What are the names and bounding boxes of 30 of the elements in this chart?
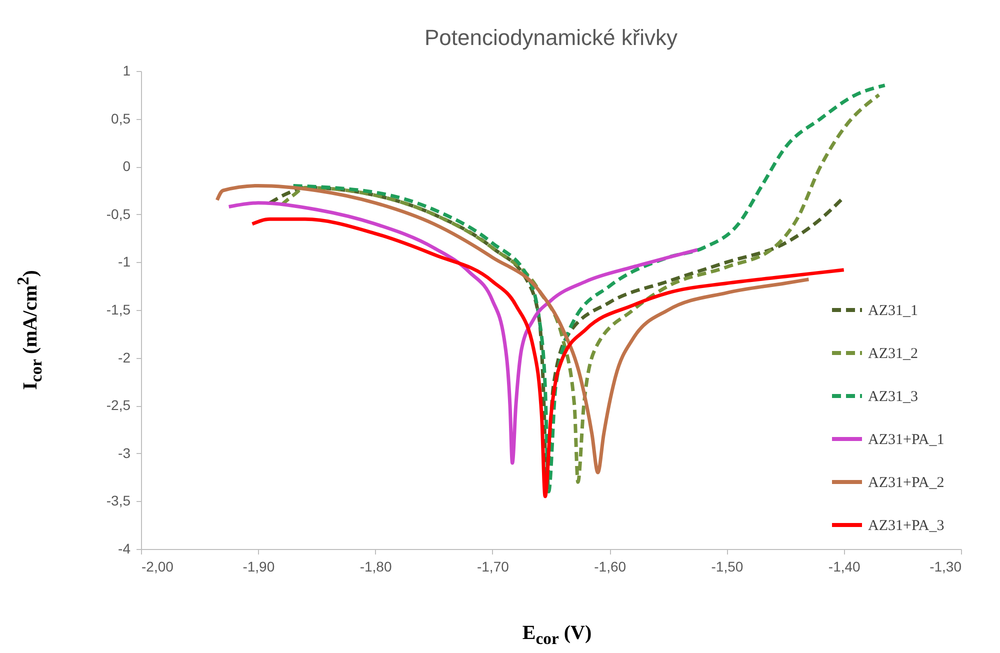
y-tick-label: 1 (122, 62, 131, 78)
legend-label: AZ31_3 (868, 389, 918, 405)
legend-label: AZ31_2 (868, 346, 918, 362)
y-tick-label: -2 (118, 349, 131, 366)
y-tick-label: -4 (118, 540, 131, 556)
x-tick-label: -1,60 (594, 558, 626, 574)
y-tick-label: -2,5 (106, 397, 131, 414)
x-tick-label: -2,00 (142, 558, 174, 574)
chart-title: Potenciodynamické křivky (424, 25, 678, 50)
y-tick-label: 0 (122, 158, 131, 174)
legend-label: AZ31+PA_2 (868, 475, 944, 491)
y-tick-label: -1,5 (106, 302, 131, 318)
x-tick-label: -1,40 (828, 558, 861, 574)
x-tick-label: -1,30 (930, 558, 962, 574)
x-tick-label: -1,80 (360, 558, 392, 574)
y-tick-label: -1 (118, 254, 131, 270)
x-axis-title: E$_{cor}$ (V) (522, 622, 592, 649)
y-tick-label: 0,5 (111, 110, 131, 126)
x-tick-label: -1,90 (242, 558, 275, 574)
y-tick-label: -3,5 (106, 492, 131, 509)
line-series (227, 201, 700, 465)
x-tick-label: -1,50 (711, 558, 744, 574)
x-tick-label: -1,70 (476, 558, 510, 574)
y-tick-label: -0,5 (106, 206, 131, 222)
line-series (215, 184, 810, 474)
y-tick-label: -3 (118, 444, 131, 461)
legend-label: AZ31+PA_1 (868, 432, 944, 448)
line-series (250, 217, 846, 498)
legend-label: AZ31_1 (868, 303, 918, 319)
legend-label: AZ31+PA_3 (868, 518, 944, 534)
